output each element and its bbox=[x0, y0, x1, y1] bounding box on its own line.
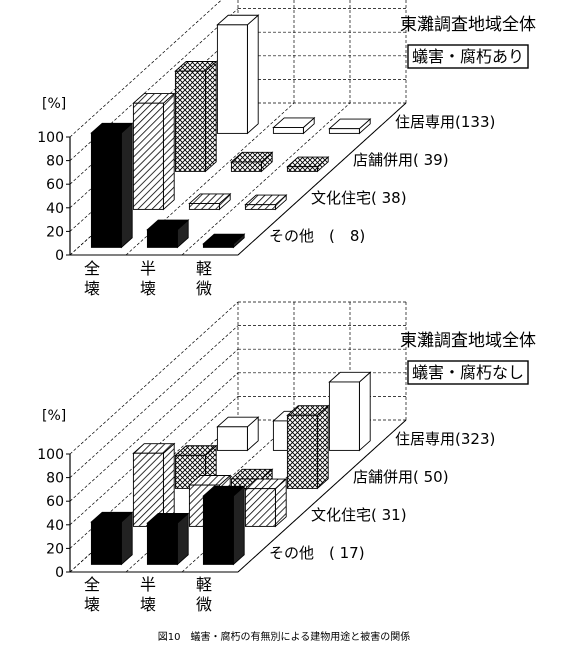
y-tick-label: 0 bbox=[55, 565, 64, 581]
chart-without-damage: 0 20 40 60 80 100 [%] 全壊 半壊 軽微 住居専用(323) 店舗併用( 50) 文… bbox=[37, 301, 536, 614]
y-tick-label: 100 bbox=[37, 447, 64, 463]
series-label: その他 ( 8) bbox=[269, 227, 365, 245]
y-tick-label: 60 bbox=[46, 177, 64, 193]
bar-front bbox=[202, 495, 234, 565]
series-label: 文化住宅( 38) bbox=[311, 189, 407, 207]
y-tick-label: 80 bbox=[46, 471, 64, 487]
bar-front bbox=[328, 128, 360, 134]
y-tick-label: 80 bbox=[46, 154, 64, 170]
category-label: 半壊 bbox=[140, 259, 156, 298]
y-tick-label: 20 bbox=[46, 224, 64, 240]
bar-front bbox=[230, 161, 262, 172]
bar-front bbox=[286, 414, 318, 489]
y-tick-label: 40 bbox=[46, 201, 64, 217]
bar bbox=[230, 151, 274, 173]
y-tick-label: 40 bbox=[46, 518, 64, 534]
bar bbox=[146, 219, 190, 249]
category-label: 全壊 bbox=[84, 575, 100, 614]
floor-right-edge bbox=[237, 102, 407, 256]
bar bbox=[174, 60, 218, 173]
bar-front bbox=[188, 203, 220, 210]
bar-side bbox=[204, 60, 217, 173]
bar-front bbox=[146, 229, 178, 248]
bar-side bbox=[358, 371, 371, 452]
bar-front bbox=[286, 166, 318, 172]
bar-front bbox=[90, 521, 122, 565]
bar-side bbox=[162, 92, 175, 211]
y-tick-label: 0 bbox=[55, 248, 64, 264]
chart-subtitle: 蟻害・腐朽あり bbox=[412, 47, 524, 66]
bar-front bbox=[328, 381, 360, 451]
series-label: 住居専用(323) bbox=[395, 430, 495, 448]
bar bbox=[216, 14, 260, 135]
bar-side bbox=[246, 14, 259, 135]
bar-front bbox=[202, 243, 234, 248]
bar bbox=[188, 192, 232, 211]
y-tick-label: 100 bbox=[37, 130, 64, 146]
series-label: 店舗併用( 50) bbox=[353, 468, 449, 486]
bar bbox=[286, 404, 330, 490]
bar bbox=[202, 485, 246, 566]
chart-with-damage: 0 20 40 60 80 100 [%] 全壊 半壊 軽微 住居専用(133) 店舗併用( 39) 文… bbox=[37, 0, 536, 298]
chart-title: 東灘調査地域全体 bbox=[400, 331, 536, 351]
subtitle-box bbox=[407, 44, 529, 69]
bar-front bbox=[216, 426, 248, 451]
bar bbox=[146, 512, 190, 566]
bar bbox=[132, 92, 176, 211]
bar-side bbox=[316, 404, 329, 490]
series-label: 店舗併用( 39) bbox=[353, 151, 449, 169]
bar bbox=[328, 118, 372, 135]
subtitle-box bbox=[407, 360, 529, 385]
bar-front bbox=[216, 24, 248, 134]
bar bbox=[244, 478, 288, 528]
bar-front bbox=[132, 102, 164, 210]
floor-right-edge bbox=[237, 419, 407, 573]
category-label: 軽微 bbox=[196, 575, 212, 614]
bar bbox=[202, 233, 246, 249]
bar bbox=[90, 511, 134, 566]
y-tick-label: 60 bbox=[46, 494, 64, 510]
series-label: 住居専用(133) bbox=[395, 113, 495, 131]
chart-title: 東灘調査地域全体 bbox=[400, 15, 536, 35]
category-label: 全壊 bbox=[84, 259, 100, 298]
series-label: 文化住宅( 31) bbox=[311, 506, 407, 524]
bar bbox=[272, 116, 316, 135]
bar bbox=[216, 416, 260, 452]
bar-front bbox=[272, 127, 304, 134]
series-label: その他 ( 17) bbox=[269, 544, 365, 562]
chart-subtitle: 蟻害・腐朽なし bbox=[412, 363, 524, 382]
bar-side bbox=[232, 485, 245, 566]
bar-front bbox=[90, 132, 122, 248]
figure-caption: 図10 蟻害・腐朽の有無別による建物用途と被害の関係 bbox=[157, 632, 411, 643]
bar bbox=[328, 371, 372, 452]
category-label: 軽微 bbox=[196, 259, 212, 298]
bar-side bbox=[120, 122, 133, 249]
y-axis-label: [%] bbox=[42, 96, 66, 112]
bar bbox=[244, 194, 288, 211]
bar-front bbox=[244, 488, 276, 527]
bar bbox=[286, 156, 330, 173]
category-label: 半壊 bbox=[140, 575, 156, 614]
bar bbox=[90, 122, 134, 249]
y-axis-label: [%] bbox=[42, 408, 66, 424]
bar-front bbox=[146, 522, 178, 565]
y-tick-label: 20 bbox=[46, 541, 64, 557]
bar-front bbox=[174, 70, 206, 172]
bar-front bbox=[244, 204, 276, 210]
